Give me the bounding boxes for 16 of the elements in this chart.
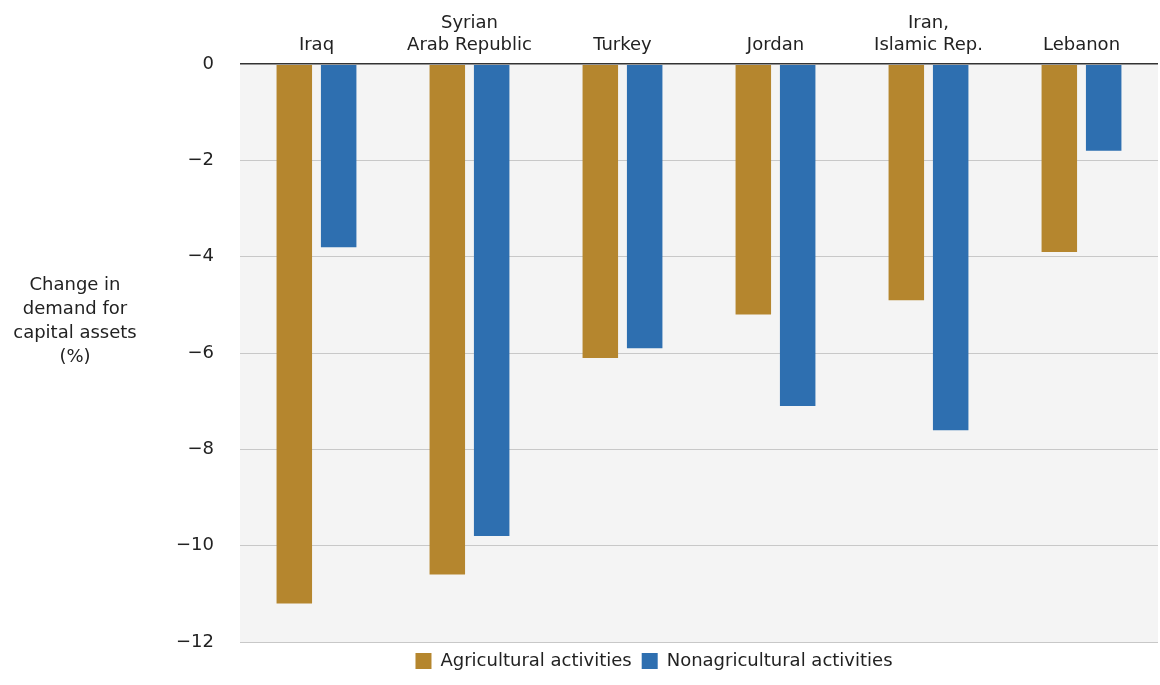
legend-label: Agricultural activities xyxy=(440,648,632,670)
y-tick-label: −6 xyxy=(187,340,214,362)
x-tick-label: Iran, Islamic Rep. xyxy=(874,11,983,55)
x-tick-label: Turkey xyxy=(592,33,653,55)
x-tick-label: Lebanon xyxy=(1042,33,1121,55)
y-tick-label: 0 xyxy=(202,51,214,73)
x-tick-label: Syrian Arab Republic xyxy=(407,11,532,55)
y-tick-label: −12 xyxy=(175,629,214,651)
legend-label: Nonagricultural activities xyxy=(666,648,893,670)
y-axis-title: Change in demand for capital assets (%) xyxy=(12,272,138,368)
y-tick-label: −10 xyxy=(175,533,214,555)
y-tick-label: −4 xyxy=(187,244,214,266)
x-tick-label: Iraq xyxy=(298,33,335,55)
y-tick-label: −2 xyxy=(187,148,214,170)
x-tick-label: Jordan xyxy=(745,33,805,55)
y-tick-label: −8 xyxy=(187,437,214,459)
